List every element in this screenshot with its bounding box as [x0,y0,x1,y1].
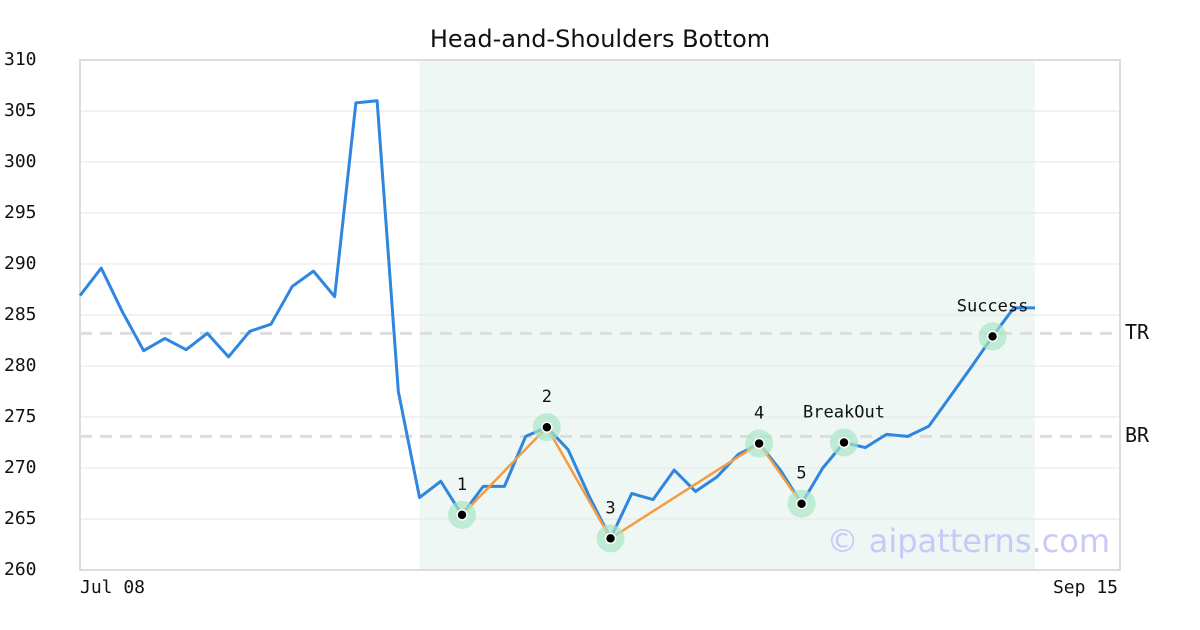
x-tick-label: Sep 15 [1053,577,1118,598]
marker-dot [604,532,617,545]
y-tick-label: 280 [4,355,37,376]
reference-label: BR [1125,423,1150,447]
marker-label: 2 [542,387,552,407]
x-tick-label: Jul 08 [80,577,145,598]
y-tick-label: 310 [4,49,37,70]
marker-label: BreakOut [803,403,885,423]
marker-dot [838,436,850,449]
y-tick-label: 305 [4,100,37,121]
marker-dot [456,509,468,521]
y-tick-label: 300 [4,151,37,172]
reference-label: TR [1125,320,1150,344]
marker-label: 1 [457,475,467,495]
marker-label: Success [957,296,1029,316]
marker-label: 5 [796,464,806,484]
y-tick-label: 295 [4,202,37,223]
y-tick-label: 260 [4,559,37,580]
price-line [78,99,1035,540]
marker-dot [753,437,765,450]
y-tick-label: 285 [4,304,37,325]
plot-frame [79,59,1121,571]
marker-dot [541,421,553,433]
y-tick-label: 265 [4,508,37,529]
y-tick-label: 275 [4,406,37,427]
y-tick-label: 270 [4,457,37,478]
marker-dot [986,330,999,343]
chart-title: Head-and-Shoulders Bottom [430,25,770,53]
watermark: © aipatterns.com [827,522,1110,560]
marker-label: 3 [605,498,615,518]
marker-dot [795,497,808,510]
marker-label: 4 [754,404,764,424]
y-tick-label: 290 [4,253,37,274]
